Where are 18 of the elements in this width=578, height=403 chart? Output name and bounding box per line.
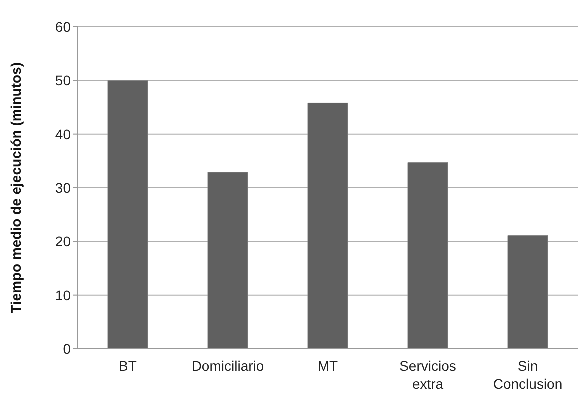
y-tick-label: 30	[55, 180, 72, 196]
y-tick-label: 40	[55, 126, 72, 142]
bar	[108, 80, 148, 349]
bar	[508, 236, 548, 349]
x-tick-label: MT	[318, 358, 339, 374]
bar	[308, 102, 348, 349]
y-tick-label: 20	[55, 234, 72, 250]
y-tick-label: 50	[55, 72, 72, 89]
x-tick-label: Servicios extra	[400, 358, 456, 392]
y-axis-title: Tiempo medio de ejecución (minutos)	[8, 62, 24, 314]
x-tick-label: Sin Conclusion	[493, 358, 563, 392]
bar	[408, 162, 448, 349]
y-tick-label: 10	[55, 287, 72, 304]
bar	[208, 172, 248, 349]
x-tick-label: Domiciliario	[192, 358, 264, 374]
y-tick-label: 0	[63, 340, 72, 357]
x-tick-label: BT	[119, 358, 138, 374]
y-tick-label: 60	[55, 18, 72, 35]
